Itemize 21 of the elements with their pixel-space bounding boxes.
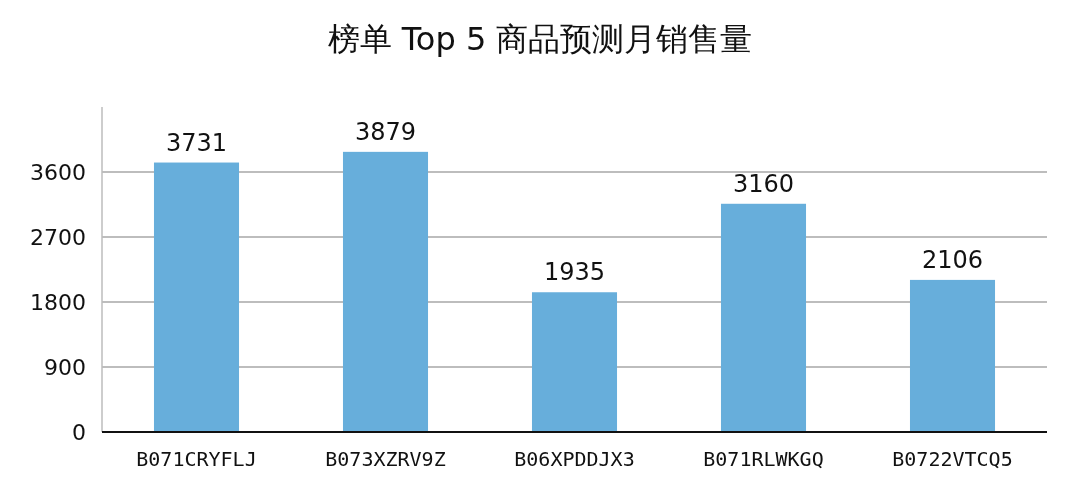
bar: [153, 162, 240, 432]
y-tick-label: 3600: [30, 160, 86, 185]
bar: [909, 279, 996, 432]
data-label: 3731: [165, 128, 228, 157]
x-tick-label: B073XZRV9Z: [325, 447, 446, 471]
data-label: 3879: [354, 117, 417, 146]
data-label: 3160: [732, 169, 795, 198]
x-tick-label: B071RLWKGQ: [703, 447, 824, 471]
chart-title: 榜单 Top 5 商品预测月销售量: [327, 20, 753, 58]
y-tick-label: 1800: [30, 290, 86, 315]
x-tick-label: B06XPDDJX3: [514, 447, 635, 471]
x-tick-label: B071CRYFLJ: [136, 447, 257, 471]
bar: [531, 292, 618, 432]
x-tick-label: B0722VTCQ5: [892, 447, 1013, 471]
bar: [720, 203, 807, 432]
y-tick-label: 0: [72, 420, 86, 445]
y-tick-label: 900: [44, 355, 86, 380]
data-label: 1935: [543, 258, 606, 287]
data-label: 2106: [921, 245, 984, 274]
bar: [342, 151, 429, 432]
y-tick-label: 2700: [30, 225, 86, 250]
